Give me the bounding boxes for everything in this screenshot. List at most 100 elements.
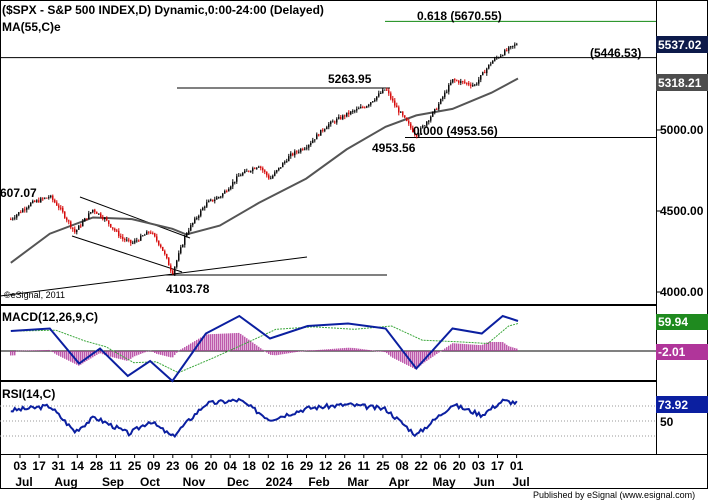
- macd-hist-bar: [98, 351, 100, 354]
- macd-hist-bar: [370, 350, 372, 351]
- candle-body: [428, 120, 430, 122]
- date-tick: 23: [166, 459, 180, 473]
- macd-hist-bar: [178, 350, 180, 352]
- macd-hist-bar: [84, 351, 86, 363]
- month-label: Jul: [512, 475, 529, 489]
- date-tick: 17: [491, 459, 505, 473]
- macd-hist-bar: [352, 347, 354, 351]
- macd-hist-bar: [368, 349, 370, 351]
- macd-hist-bar: [112, 351, 114, 358]
- channel-lower-trendline: [71, 235, 183, 273]
- macd-hist-bar: [158, 351, 160, 355]
- month-label: May: [432, 475, 456, 489]
- macd-hist-bar: [186, 345, 188, 351]
- candle-body: [92, 209, 94, 213]
- candle-body: [60, 207, 62, 209]
- candle-body: [320, 129, 322, 136]
- candle-body: [146, 231, 148, 235]
- macd-hist-bar: [100, 351, 102, 354]
- candle-body: [418, 133, 420, 137]
- candle-body: [176, 260, 178, 267]
- macd-hist-bar: [66, 351, 68, 360]
- candle-body: [14, 217, 16, 219]
- macd-hist-bar: [20, 350, 22, 352]
- candle-body: [308, 144, 310, 148]
- macd-hist-bar: [472, 344, 474, 351]
- month-label: Jul: [15, 475, 32, 489]
- candle-body: [68, 220, 70, 222]
- svg-text:73.92: 73.92: [658, 398, 688, 412]
- candle-body: [406, 117, 408, 121]
- macd-hist-bar: [230, 333, 232, 351]
- candle-body: [324, 129, 326, 131]
- month-label: Mar: [347, 475, 369, 489]
- high-5263-label: 5263.95: [328, 72, 372, 86]
- macd-hist-tag: -2.01: [656, 344, 708, 360]
- candle-body: [266, 171, 268, 176]
- candle-body: [364, 107, 366, 109]
- macd-hist-bar: [276, 351, 278, 356]
- macd-hist-bar: [70, 351, 72, 362]
- macd-hist-bar: [484, 343, 486, 351]
- candle-body: [228, 189, 230, 192]
- macd-hist-bar: [382, 351, 384, 352]
- candle-body: [230, 186, 232, 190]
- candle-body: [80, 225, 82, 227]
- candle-body: [56, 202, 58, 206]
- candle-body: [202, 207, 204, 211]
- candle-body: [284, 161, 286, 164]
- candle-body: [84, 218, 86, 222]
- macd-hist-bar: [266, 351, 268, 353]
- macd-hist-bar: [402, 351, 404, 363]
- candle-body: [192, 222, 194, 226]
- candle-body: [22, 209, 24, 213]
- candle-body: [412, 127, 414, 133]
- macd-hist-bar: [122, 351, 124, 360]
- candle-body: [162, 246, 164, 251]
- candle-body: [264, 170, 266, 172]
- date-tick: 06: [434, 459, 448, 473]
- macd-hist-bar: [194, 341, 196, 351]
- date-tick: 08: [395, 459, 409, 473]
- candle-body: [456, 80, 458, 82]
- macd-hist-bar: [106, 351, 108, 356]
- macd-hist-bar: [160, 351, 162, 355]
- macd-hist-bar: [216, 333, 218, 351]
- macd-hist-bar: [304, 350, 306, 352]
- macd-hist-bar: [488, 341, 490, 351]
- macd-hist-bar: [50, 350, 52, 352]
- macd-hist-bar: [64, 351, 66, 359]
- macd-hist-bar: [108, 351, 110, 357]
- candle-body: [30, 202, 32, 207]
- candle-body: [194, 218, 196, 223]
- macd-hist-bar: [326, 349, 328, 351]
- macd-hist-bar: [62, 351, 64, 358]
- candle-body: [120, 236, 122, 238]
- macd-hist-bar: [456, 343, 458, 351]
- macd-hist-bar: [420, 351, 422, 366]
- macd-hist-bar: [280, 351, 282, 355]
- macd-hist-bar: [388, 351, 390, 355]
- macd-hist-bar: [218, 333, 220, 351]
- macd-hist-bar: [454, 343, 456, 351]
- macd-hist-bar: [26, 350, 28, 352]
- candle-body: [232, 181, 234, 187]
- macd-hist-bar: [274, 351, 276, 356]
- date-axis: 03 17 31 14 28 11 25 09 23 06 20 04 18 02 16 29 12 26 11 25…: [13, 454, 530, 489]
- macd-hist-bar: [246, 338, 248, 351]
- candle-body: [366, 106, 368, 108]
- candle-body: [190, 225, 192, 231]
- candle-body: [414, 132, 416, 135]
- candle-body: [98, 213, 100, 215]
- macd-hist-bar: [424, 351, 426, 363]
- date-tick: 11: [109, 459, 122, 473]
- date-tick: 22: [414, 459, 428, 473]
- macd-hist-bar: [278, 351, 280, 355]
- macd-hist-bar: [152, 351, 154, 352]
- macd-hist-bar: [96, 351, 98, 355]
- candle-body: [208, 200, 210, 203]
- svg-text:59.94: 59.94: [658, 315, 688, 329]
- macd-panel-frame: [0, 305, 657, 381]
- macd-hist-bar: [172, 351, 174, 358]
- macd-hist-bar: [176, 351, 178, 353]
